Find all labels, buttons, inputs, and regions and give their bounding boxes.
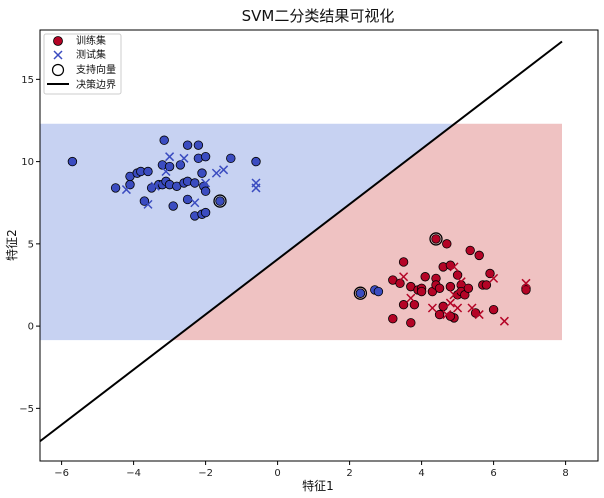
train-point-blue	[226, 153, 236, 164]
train-point-blue	[182, 140, 193, 150]
train-point-blue	[159, 135, 169, 145]
train-point-blue	[197, 168, 207, 178]
test-point-blue	[161, 166, 171, 177]
train-point-red	[434, 309, 445, 320]
train-point-blue	[175, 160, 186, 170]
x-tick-label: 8	[562, 468, 568, 479]
test-point-red	[399, 272, 409, 282]
plot-frame	[39, 29, 599, 462]
train-point-red	[488, 304, 499, 315]
x-axis-label: 特征1	[302, 478, 334, 493]
x-tick-label: 0	[274, 468, 280, 479]
train-point-red	[431, 234, 441, 244]
y-tick-label: 15	[21, 75, 34, 86]
train-point-red	[521, 285, 531, 295]
train-point-blue	[190, 178, 200, 188]
test-point-red	[499, 316, 509, 326]
x-tick-label: 2	[346, 468, 352, 479]
test-point-red	[474, 310, 484, 320]
test-point-blue	[179, 153, 189, 163]
legend: 训练集 测试集 支持向量 决策边界	[43, 33, 122, 95]
train-point-blue	[110, 183, 121, 193]
train-point-red	[398, 300, 409, 310]
test-point-blue	[211, 168, 221, 178]
test-point-red	[489, 273, 499, 283]
train-point-blue	[193, 140, 204, 150]
decision-boundary-line	[39, 40, 563, 443]
test-point-red	[456, 277, 466, 287]
train-point-red	[388, 314, 398, 324]
x-tick-label: 6	[490, 468, 496, 479]
train-point-blue	[67, 156, 78, 167]
test-point-blue	[201, 178, 211, 188]
train-point-blue	[200, 151, 211, 162]
test-point-blue	[165, 152, 175, 162]
x-tick-label: 4	[418, 468, 424, 479]
train-point-blue	[373, 286, 384, 297]
y-axis-label: 特征2	[4, 229, 19, 261]
test-point-red	[449, 290, 459, 300]
test-point-blue	[121, 185, 131, 195]
legend-sv-marker	[51, 63, 65, 77]
train-point-red	[474, 250, 484, 261]
region-blue-class	[40, 123, 455, 341]
train-point-blue	[200, 207, 211, 218]
test-point-blue	[150, 181, 160, 191]
train-point-red	[485, 268, 495, 279]
test-point-red	[406, 293, 416, 303]
x-tick-label: −2	[198, 468, 213, 479]
test-point-red	[449, 262, 459, 272]
train-point-red	[481, 280, 492, 290]
y-tick-label: 0	[28, 322, 34, 333]
y-tick-label: 10	[21, 157, 34, 168]
y-tick-label: 5	[28, 239, 34, 250]
test-point-blue	[251, 183, 261, 193]
test-point-red	[427, 303, 437, 313]
train-point-red	[398, 257, 409, 267]
test-point-red	[467, 303, 477, 313]
train-point-red	[463, 283, 474, 293]
train-point-red	[442, 239, 452, 249]
train-point-red	[409, 300, 420, 310]
train-point-blue	[200, 186, 211, 196]
train-point-red	[434, 283, 445, 293]
test-point-red	[453, 303, 463, 313]
chart-title: SVM二分类结果可视化	[242, 7, 395, 25]
legend-sv-label: 支持向量	[76, 63, 116, 76]
train-point-red	[406, 318, 416, 328]
test-point-red	[442, 310, 452, 320]
y-tick-label: −5	[19, 404, 34, 415]
train-point-red	[395, 278, 405, 289]
test-point-red	[521, 278, 531, 288]
train-point-blue	[164, 161, 175, 172]
test-point-blue	[143, 199, 153, 209]
test-point-blue	[219, 165, 229, 175]
train-point-red	[465, 245, 475, 256]
legend-box	[43, 33, 122, 95]
train-point-blue	[355, 288, 366, 298]
legend-train-marker	[53, 36, 63, 46]
train-point-blue	[251, 156, 261, 167]
train-point-blue	[215, 196, 225, 206]
support-vector-ring	[429, 232, 443, 246]
train-point-red	[416, 286, 427, 297]
legend-test-marker	[53, 50, 63, 60]
test-point-red	[445, 298, 455, 308]
support-vector-ring	[353, 286, 368, 300]
train-point-blue	[168, 201, 178, 211]
legend-test-label: 测试集	[76, 48, 106, 61]
x-tick-label: −6	[54, 468, 69, 479]
train-point-blue	[125, 179, 135, 190]
support-vector-ring	[213, 194, 227, 208]
train-point-blue	[143, 166, 153, 177]
legend-boundary-label: 决策边界	[76, 78, 116, 91]
train-point-red	[445, 281, 456, 292]
test-point-blue	[190, 198, 200, 208]
train-point-red	[420, 272, 430, 282]
legend-train-label: 训练集	[76, 34, 106, 47]
x-tick-label: −4	[126, 468, 141, 479]
